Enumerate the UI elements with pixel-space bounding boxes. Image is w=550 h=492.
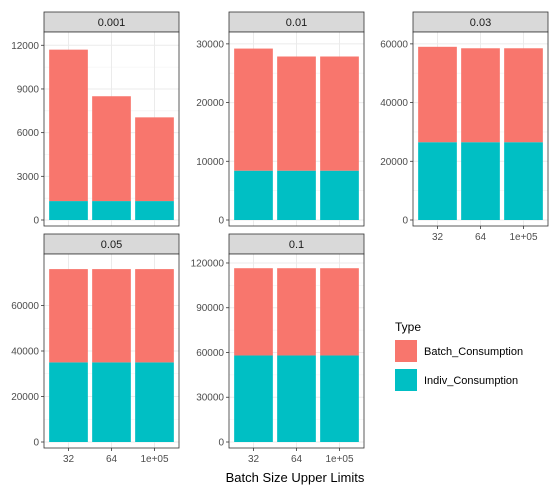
y-tick-label: 40000 xyxy=(11,347,39,358)
x-tick-label: 64 xyxy=(106,454,118,465)
panel-border xyxy=(43,253,180,449)
bar-segment-batch-consumption-1e+05 xyxy=(320,56,359,171)
facet-strip-label: 0.03 xyxy=(470,17,491,29)
y-tick-label: 6000 xyxy=(17,128,40,139)
legend-label: Indiv_Consumption xyxy=(424,375,518,387)
y-tick-label: 60000 xyxy=(380,39,408,50)
bar-segment-indiv-consumption-1e+05 xyxy=(135,362,174,442)
facet-strip-label: 0.001 xyxy=(98,17,126,29)
bar-segment-indiv-consumption-32 xyxy=(49,362,88,442)
bar-segment-indiv-consumption-32 xyxy=(234,170,273,220)
panel-border xyxy=(228,31,365,227)
x-tick-label: 1e+05 xyxy=(140,454,169,465)
bar-segment-indiv-consumption-1e+05 xyxy=(320,170,359,220)
legend-key-batch-consumption xyxy=(395,340,417,362)
bar-segment-indiv-consumption-1e+05 xyxy=(504,142,543,220)
panel-border xyxy=(43,31,180,227)
bar-segment-indiv-consumption-64 xyxy=(277,170,316,220)
bar-segment-batch-consumption-32 xyxy=(49,269,88,363)
y-tick-label: 60000 xyxy=(11,301,39,312)
y-tick-label: 120000 xyxy=(191,258,225,269)
x-tick-label: 64 xyxy=(291,454,303,465)
y-tick-label: 10000 xyxy=(196,157,224,168)
y-tick-label: 0 xyxy=(218,438,224,449)
bar-segment-batch-consumption-64 xyxy=(277,268,316,356)
bar-segment-batch-consumption-32 xyxy=(234,48,273,171)
bar-segment-indiv-consumption-32 xyxy=(49,201,88,220)
bar-segment-batch-consumption-32 xyxy=(234,268,273,356)
y-tick-label: 30000 xyxy=(196,393,224,404)
x-tick-label: 32 xyxy=(248,454,260,465)
x-axis-title: Batch Size Upper Limits xyxy=(226,470,365,485)
facet-strip-label: 0.1 xyxy=(289,239,304,251)
y-tick-label: 20000 xyxy=(11,392,39,403)
bar-segment-batch-consumption-64 xyxy=(92,269,131,363)
bar-segment-batch-consumption-64 xyxy=(277,56,316,171)
bar-segment-batch-consumption-64 xyxy=(461,48,500,143)
y-tick-label: 40000 xyxy=(380,98,408,109)
legend-key-indiv-consumption xyxy=(395,369,417,391)
panel-border xyxy=(228,253,365,449)
bar-segment-indiv-consumption-1e+05 xyxy=(135,201,174,220)
bar-segment-indiv-consumption-64 xyxy=(92,362,131,442)
y-tick-label: 20000 xyxy=(196,98,224,109)
facet-panel-0.03: 0.03 0 20000 40000 60000 32 64 1e+05 xyxy=(380,11,549,243)
x-tick-label: 32 xyxy=(63,454,75,465)
y-tick-label: 3000 xyxy=(17,172,40,183)
y-tick-label: 0 xyxy=(33,438,39,449)
bar-segment-batch-consumption-1e+05 xyxy=(135,269,174,363)
facet-panel-0.001: 0.001 0 3000 6000 9000 12000 xyxy=(11,11,180,227)
legend-label: Batch_Consumption xyxy=(424,346,523,358)
bar-segment-batch-consumption-64 xyxy=(92,96,131,202)
bar-segment-indiv-consumption-32 xyxy=(234,355,273,442)
y-tick-label: 9000 xyxy=(17,84,40,95)
y-tick-label: 0 xyxy=(218,216,224,227)
facet-strip-label: 0.05 xyxy=(101,239,122,251)
bar-segment-indiv-consumption-64 xyxy=(277,355,316,442)
bar-segment-batch-consumption-1e+05 xyxy=(135,117,174,202)
facet-panel-0.01: 0.01 0 10000 20000 30000 xyxy=(196,11,365,227)
bar-segment-batch-consumption-32 xyxy=(418,46,457,143)
bar-segment-batch-consumption-32 xyxy=(49,49,88,202)
x-tick-label: 32 xyxy=(432,232,444,243)
bar-segment-indiv-consumption-1e+05 xyxy=(320,355,359,442)
facet-panel-0.05: 0.05 0 20000 40000 60000 32 64 1e+05 xyxy=(11,233,180,465)
x-tick-label: 64 xyxy=(475,232,487,243)
bar-segment-indiv-consumption-64 xyxy=(461,142,500,220)
facet-strip-label: 0.01 xyxy=(286,17,307,29)
x-tick-label: 1e+05 xyxy=(325,454,354,465)
y-tick-label: 0 xyxy=(402,216,408,227)
bar-segment-batch-consumption-1e+05 xyxy=(320,268,359,356)
y-tick-label: 0 xyxy=(33,216,39,227)
bar-segment-indiv-consumption-32 xyxy=(418,142,457,220)
y-tick-label: 90000 xyxy=(196,303,224,314)
bar-segment-batch-consumption-1e+05 xyxy=(504,48,543,143)
x-tick-label: 1e+05 xyxy=(509,232,538,243)
y-tick-label: 20000 xyxy=(380,157,408,168)
y-tick-label: 30000 xyxy=(196,39,224,50)
legend-title: Type xyxy=(395,320,421,334)
y-tick-label: 12000 xyxy=(11,41,39,52)
bar-segment-indiv-consumption-64 xyxy=(92,201,131,220)
facet-panel-0.1: 0.1 0 30000 60000 90000 120000 32 64 1e+05 xyxy=(191,233,365,465)
y-tick-label: 60000 xyxy=(196,348,224,359)
panel-border xyxy=(412,31,549,227)
